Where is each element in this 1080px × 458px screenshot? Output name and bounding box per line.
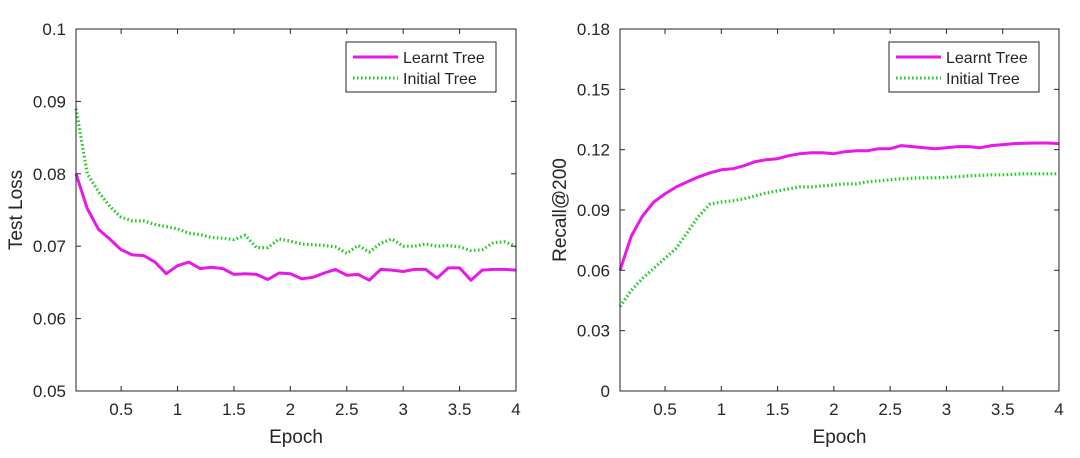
axes-frame <box>75 28 517 392</box>
initial-tree-legend-label: Initial Tree <box>946 71 1020 88</box>
x-tick-label: 2.5 <box>878 400 902 419</box>
x-tick-label: 3.5 <box>448 400 472 419</box>
y-tick-label: 0.07 <box>33 237 66 256</box>
legend: Learnt Tree Initial Tree <box>888 41 1040 93</box>
x-tick-label: 1.5 <box>766 400 790 419</box>
test-loss-chart: 0.5 1 1.5 2 2.5 3 3.5 4 0.05 0.06 0.07 0.08 0.09 0.1 E… <box>6 20 521 448</box>
learnt-tree-legend-label: Learnt Tree <box>403 50 485 67</box>
y-tick-label: 0.09 <box>33 92 66 111</box>
x-tick-label: 1 <box>717 400 726 419</box>
x-tick-label: 2 <box>286 400 295 419</box>
y-tick-label: 0.12 <box>577 141 610 160</box>
x-tick-label: 3 <box>398 400 407 419</box>
recall-chart: 0.5 1 1.5 2 2.5 3 3.5 4 0 0.03 0.06 0.09 0.12 0.15 0.1… <box>550 20 1064 448</box>
y-tick-label: 0.18 <box>577 20 610 39</box>
y-tick-label: 0.06 <box>577 261 610 280</box>
x-tick-label: 1 <box>173 400 182 419</box>
learnt-tree-legend-label: Learnt Tree <box>946 50 1028 67</box>
x-tick-label: 0.5 <box>653 400 677 419</box>
x-tick-label: 4 <box>1054 400 1063 419</box>
legend-box <box>345 41 497 93</box>
legend: Learnt Tree Initial Tree <box>345 41 497 93</box>
learnt-tree-series-line <box>74 173 517 282</box>
y-tick-label: 0.09 <box>577 201 610 220</box>
learnt-tree-series-line <box>618 141 1060 271</box>
initial-tree-legend-label: Initial Tree <box>403 71 477 88</box>
x-axis-label: Epoch <box>813 427 867 448</box>
y-axis-label: Test Loss <box>6 170 27 250</box>
y-tick-label: 0.03 <box>577 322 610 341</box>
initial-tree-series-line <box>74 108 517 255</box>
x-tick-label: 3 <box>942 400 951 419</box>
x-tick-label: 1.5 <box>222 400 246 419</box>
x-tick-label: 0.5 <box>109 400 133 419</box>
x-tick-label: 3.5 <box>991 400 1015 419</box>
y-tick-label: 0.06 <box>33 310 66 329</box>
x-tick-label: 2.5 <box>335 400 359 419</box>
y-tick-label: 0.1 <box>42 20 66 39</box>
x-axis-label: Epoch <box>269 427 323 448</box>
x-tick-label: 2 <box>829 400 838 419</box>
y-axis-label: Recall@200 <box>550 158 571 262</box>
y-tick-label: 0.05 <box>33 382 66 401</box>
legend-box <box>888 41 1040 93</box>
x-tick-label: 4 <box>511 400 520 419</box>
y-tick-label: 0.08 <box>33 165 66 184</box>
y-tick-label: 0.15 <box>577 80 610 99</box>
y-tick-label: 0 <box>601 382 610 401</box>
initial-tree-series-line <box>618 172 1059 308</box>
